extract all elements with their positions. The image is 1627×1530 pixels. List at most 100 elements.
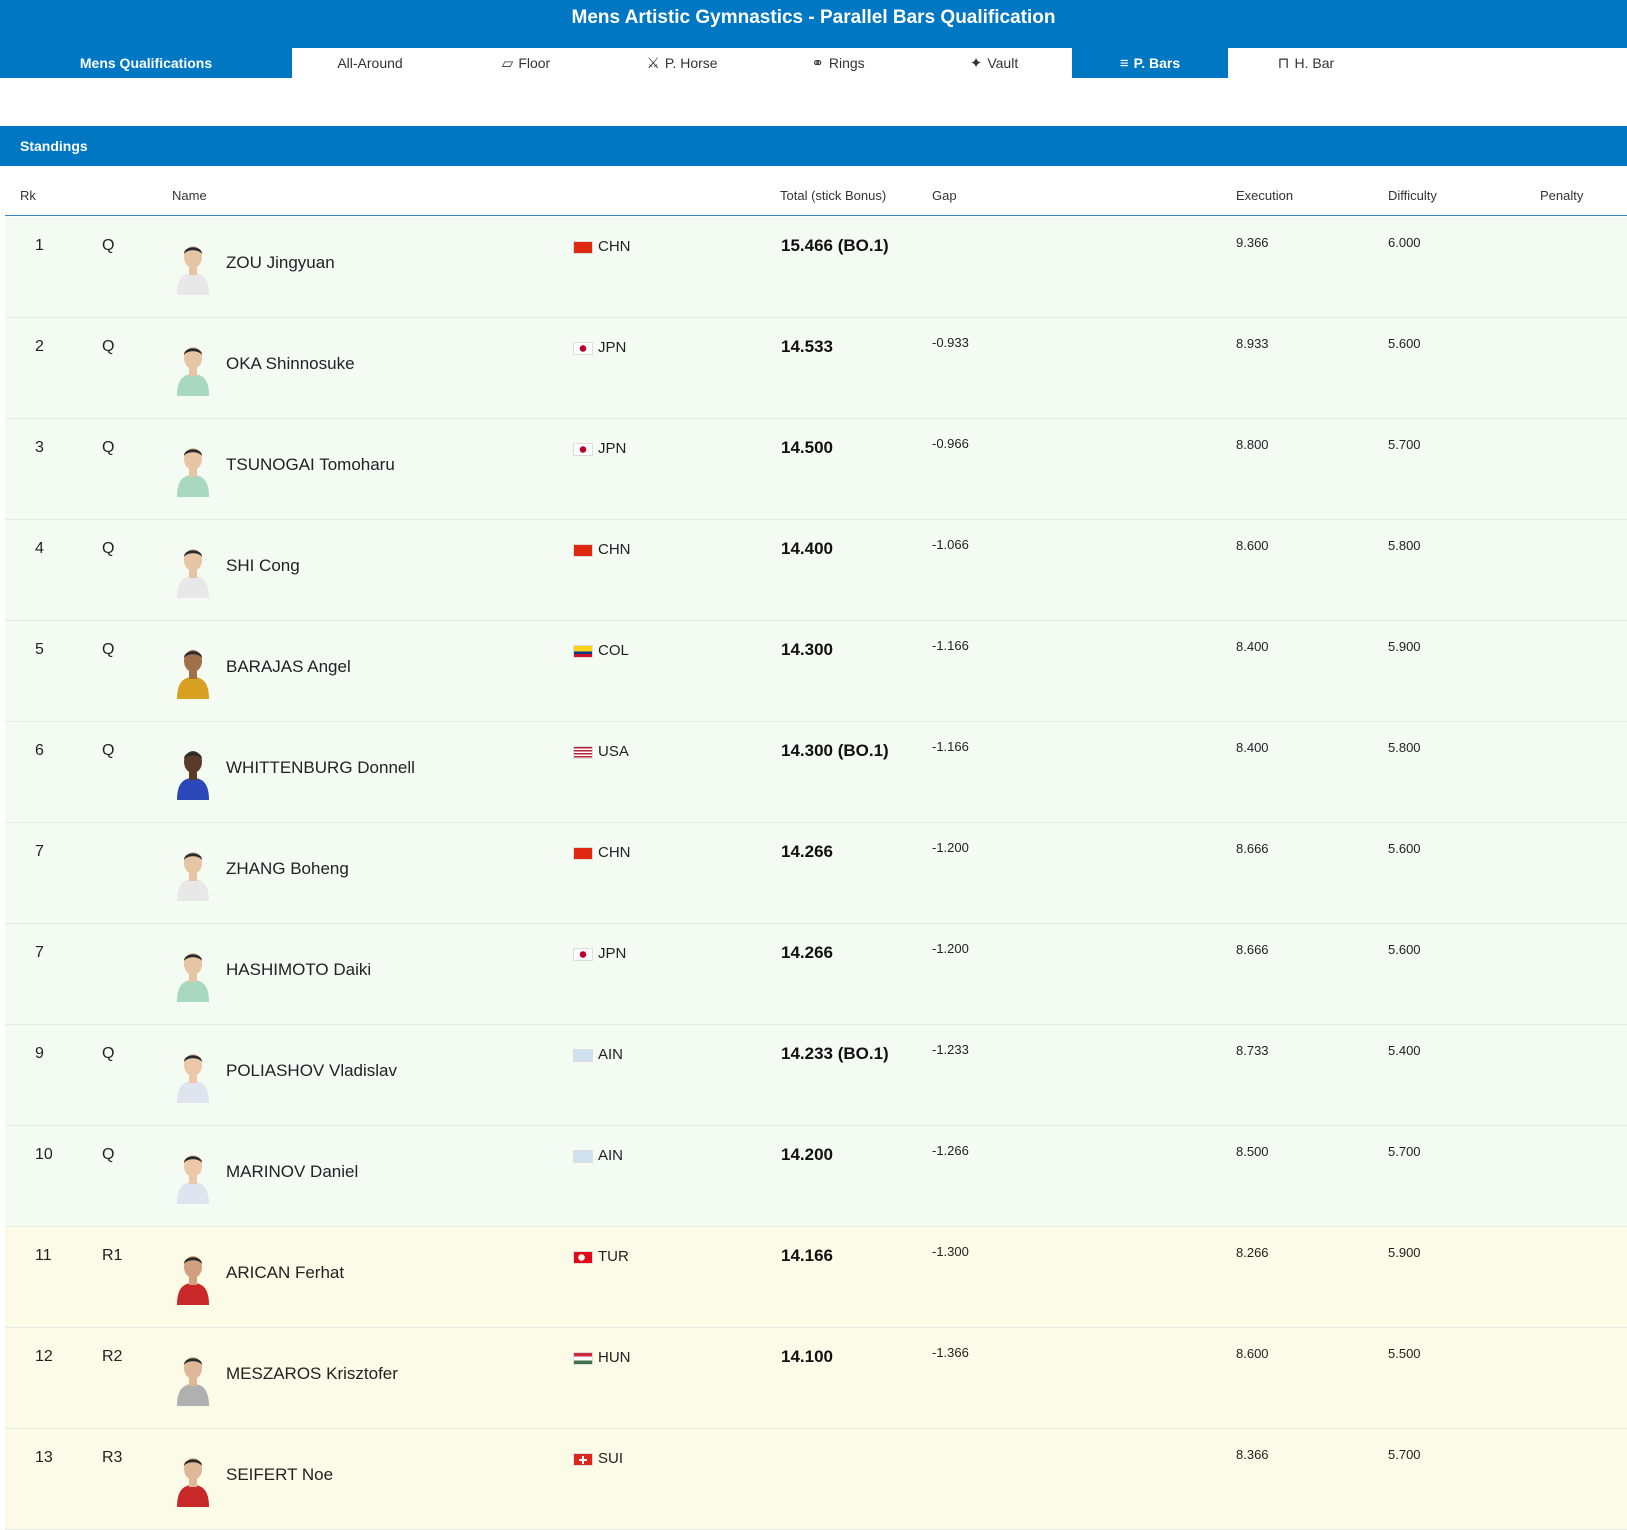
col-difficulty: Difficulty (1388, 188, 1437, 203)
tab-p-bars[interactable]: ≡ P. Bars (1072, 48, 1228, 78)
table-row[interactable]: 7 HASHIMOTO Daiki JPN 14.266 -1.200 8.666 5.60… (5, 924, 1627, 1025)
difficulty-score: 5.700 (1388, 1447, 1421, 1462)
athlete-name[interactable]: TSUNOGAI Tomoharu (226, 455, 395, 474)
country-code: SUI (598, 1450, 624, 1467)
gap-value: -0.966 (932, 436, 969, 451)
country-code: TUR (598, 1248, 629, 1265)
tab-mens-qualifications[interactable]: Mens Qualifications (0, 48, 292, 78)
country-code: JPN (598, 945, 627, 962)
tab-all-around[interactable]: All-Around (292, 48, 448, 78)
athlete-name[interactable]: SEIFERT Noe (226, 1465, 334, 1484)
high-bar-icon: ⊓ (1277, 54, 1290, 72)
execution-score: 8.733 (1236, 1043, 1269, 1058)
athlete-name[interactable]: SHI Cong (226, 556, 300, 575)
athlete-name[interactable]: ARICAN Ferhat (226, 1263, 345, 1282)
flag-icon (573, 1251, 593, 1264)
table-row[interactable]: 11 R1 ARICAN Ferhat TUR 14.166 -1.300 8.266 5.9… (5, 1227, 1627, 1328)
floor-icon: ▱ (501, 54, 514, 72)
qualification-status: R3 (102, 1449, 123, 1466)
rank: 1 (35, 237, 44, 254)
athlete-name[interactable]: MARINOV Daniel (226, 1162, 359, 1181)
tab-h-bar[interactable]: ⊓ H. Bar (1228, 48, 1384, 78)
athlete-avatar (177, 448, 209, 497)
athlete-avatar (177, 852, 209, 901)
table-row[interactable]: 10 Q MARINOV Daniel AIN 14.200 -1.266 8.500 5.7… (5, 1126, 1627, 1227)
gap-value: -1.200 (932, 941, 969, 956)
execution-score: 8.266 (1236, 1245, 1269, 1260)
table-row[interactable]: 4 Q SHI Cong CHN 14.400 -1.066 8.600 5.800 (5, 520, 1627, 621)
col-execution: Execution (1236, 188, 1294, 203)
tab-p-horse[interactable]: ⚔ P. Horse (604, 48, 760, 78)
rank: 7 (35, 944, 44, 961)
gap-value: -1.366 (932, 1345, 969, 1360)
col-name: Name (172, 188, 207, 203)
flag-icon (573, 443, 593, 456)
tab-label: Rings (828, 55, 865, 71)
country-code: AIN (598, 1147, 624, 1164)
athlete-name[interactable]: ZOU Jingyuan (226, 253, 335, 272)
gap-value: -1.200 (932, 840, 969, 855)
total-score: 14.266 (781, 842, 833, 861)
table-row[interactable]: 6 Q WHITTENBURG Donnell USA 14.300 (BO.1) -1.… (5, 722, 1627, 823)
athlete-name[interactable]: BARAJAS Angel (226, 657, 351, 676)
table-row[interactable]: 7 ZHANG Boheng CHN 14.266 -1.200 8.666 5.600 (5, 823, 1627, 924)
athlete-name[interactable]: ZHANG Boheng (226, 859, 349, 878)
difficulty-score: 5.600 (1388, 942, 1421, 957)
col-penalty: Penalty (1540, 188, 1584, 203)
gap-value: -1.233 (932, 1042, 969, 1057)
athlete-name[interactable]: WHITTENBURG Donnell (226, 758, 415, 777)
qualification-status: Q (102, 641, 115, 658)
execution-score: 8.400 (1236, 740, 1269, 755)
rank: 2 (35, 338, 44, 355)
qualification-status: Q (102, 439, 115, 456)
flag-icon (573, 544, 593, 557)
table-row[interactable]: 3 Q TSUNOGAI Tomoharu JPN 14.500 -0.966 8.800 5… (5, 419, 1627, 520)
tab-floor[interactable]: ▱ Floor (448, 48, 604, 78)
execution-score: 8.600 (1236, 1346, 1269, 1361)
country-code: CHN (598, 844, 631, 861)
execution-score: 8.366 (1236, 1447, 1269, 1462)
athlete-avatar (177, 1256, 209, 1305)
table-row[interactable]: 2 Q OKA Shinnosuke JPN 14.533 -0.933 8.933 5.60… (5, 318, 1627, 419)
athlete-name[interactable]: POLIASHOV Vladislav (226, 1061, 398, 1080)
table-header: Rk Name Total (stick Bonus) Gap Executio… (5, 166, 1627, 216)
difficulty-score: 5.900 (1388, 639, 1421, 654)
table-row[interactable]: 12 R2 MESZAROS Krisztofer HUN 14.100 -1.366 8.… (5, 1328, 1627, 1429)
difficulty-score: 5.700 (1388, 1144, 1421, 1159)
tab-vault[interactable]: ✦ Vault (916, 48, 1072, 78)
table-row[interactable]: 1 Q ZOU Jingyuan CHN 15.466 (BO.1) 9.366 6.000 (5, 217, 1627, 318)
tab-label: H. Bar (1294, 55, 1335, 71)
flag-icon (573, 847, 593, 860)
total-score: 14.300 (BO.1) (781, 741, 889, 760)
execution-score: 8.933 (1236, 336, 1269, 351)
difficulty-score: 5.500 (1388, 1346, 1421, 1361)
difficulty-score: 5.800 (1388, 538, 1421, 553)
flag-icon (573, 1453, 593, 1466)
rank: 12 (35, 1348, 53, 1365)
tab-label: Vault (987, 55, 1019, 71)
qualification-status: Q (102, 1045, 115, 1062)
page-title: Mens Artistic Gymnastics - Parallel Bars… (0, 0, 1627, 48)
execution-score: 8.400 (1236, 639, 1269, 654)
col-rk: Rk (20, 188, 36, 203)
qualification-status: Q (102, 540, 115, 557)
total-score: 14.200 (781, 1145, 833, 1164)
table-row[interactable]: 5 Q BARAJAS Angel COL 14.300 -1.166 8.400 5.900 (5, 621, 1627, 722)
rank: 10 (35, 1146, 53, 1163)
athlete-name[interactable]: HASHIMOTO Daiki (226, 960, 372, 979)
country-code: USA (598, 743, 629, 760)
tab-rings[interactable]: ⚭ Rings (760, 48, 916, 78)
table-row[interactable]: 13 R3 SEIFERT Noe SUI 8.366 5.700 (5, 1429, 1627, 1530)
flag-icon (573, 241, 593, 254)
table-row[interactable]: 9 Q POLIASHOV Vladislav AIN 14.233 (BO.1) -1.… (5, 1025, 1627, 1126)
qualification-status: Q (102, 1146, 115, 1163)
athlete-name[interactable]: MESZAROS Krisztofer (226, 1364, 398, 1383)
rank: 9 (35, 1045, 44, 1062)
execution-score: 8.666 (1236, 841, 1269, 856)
execution-score: 8.800 (1236, 437, 1269, 452)
athlete-name[interactable]: OKA Shinnosuke (226, 354, 355, 373)
flag-icon (573, 746, 593, 759)
difficulty-score: 5.800 (1388, 740, 1421, 755)
country-code: HUN (598, 1349, 631, 1366)
difficulty-score: 6.000 (1388, 235, 1421, 250)
